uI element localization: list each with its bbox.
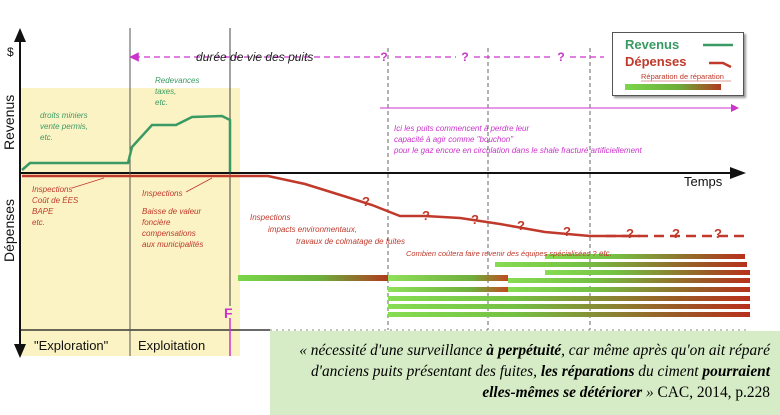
question-mark-life-1: ?	[380, 50, 387, 64]
expense-note-line: impacts environmentaux,	[268, 225, 357, 234]
y-axis-arrow-top	[14, 28, 26, 42]
repair-bar	[388, 296, 750, 301]
quote-emphasis-1: à perpétuité	[486, 342, 562, 359]
quote-text-4: »	[642, 384, 658, 401]
repair-cost-etc: etc.	[599, 249, 612, 258]
leak-note-line: capacité à agir comme "bouchon"	[394, 135, 514, 144]
expense-note-line: BAPE	[32, 207, 54, 216]
revenue-note-line: vente permis,	[40, 122, 88, 131]
quote-citation: CAC, 2014, p.228	[657, 384, 770, 401]
legend-expenses-label: Dépenses	[625, 54, 686, 69]
question-mark-exp-2: ?	[422, 208, 430, 223]
closure-marker: F	[224, 305, 233, 321]
y-axis-lower-label: Dépenses	[1, 199, 17, 262]
repair-bar	[508, 278, 750, 283]
revenue-note-line: etc.	[155, 98, 168, 107]
question-mark-exp-7: ?	[672, 226, 680, 241]
repair-bar	[545, 270, 750, 275]
quote-emphasis-2: les réparations	[540, 363, 635, 380]
expense-curve-base	[22, 174, 640, 238]
phase-exploration-label: "Exploration"	[34, 338, 109, 353]
question-mark-exp-5: ?	[563, 224, 571, 239]
expense-note-line: Coût de ÉES	[32, 196, 79, 205]
question-mark-exp-6: ?	[626, 226, 634, 241]
leak-note-line: Ici les puits commencent à perdre leur	[394, 124, 530, 133]
repair-bar	[388, 287, 508, 292]
legend-revenue-label: Revenus	[625, 37, 679, 52]
quote-box: « nécessité d'une surveillance à perpétu…	[270, 331, 780, 415]
revenue-note-line: Redevances	[155, 76, 199, 85]
question-mark-exp-3: ?	[471, 212, 479, 227]
expense-note-line: Inspections	[250, 213, 290, 222]
legend-graphics: Revenus Dépenses Réparation de réparatio…	[625, 37, 733, 90]
revenue-note-line: droits miniers	[40, 111, 88, 120]
quote-text-3: du ciment	[634, 363, 703, 380]
expense-note-post: Inspections impacts environmentaux, trav…	[250, 213, 405, 246]
expense-note-line: foncière	[142, 218, 171, 227]
quote-text-2: , car même après qu'on ait réparé d'anci…	[310, 342, 770, 380]
leak-note-line: pour le gaz encore en circulation dans l…	[393, 146, 642, 155]
expense-note-line: Baisse de valeur	[142, 207, 201, 216]
expense-pointer-exploitation	[185, 177, 213, 193]
expense-note-line: Inspections	[142, 189, 182, 198]
revenue-note-line: etc.	[40, 133, 53, 142]
expense-note-line: aux municipalités	[142, 240, 203, 249]
expense-note-line: travaux de colmatage de fuites	[296, 237, 405, 246]
quote-text-1: « nécessité d'une surveillance	[299, 342, 487, 359]
x-axis-arrow	[730, 167, 746, 179]
expense-note-exploration: Inspections Coût de ÉES BAPE etc.	[32, 185, 79, 227]
expense-note-line: etc.	[32, 218, 45, 227]
expense-note-exploitation: Inspections Baisse de valeur foncière co…	[142, 189, 203, 249]
legend-repair-label: Réparation de réparation	[641, 72, 724, 81]
question-mark-exp-1: ?	[362, 194, 370, 209]
question-mark-exp-8: ?	[714, 226, 722, 241]
expense-note-line: compensations	[142, 229, 196, 238]
question-mark-life-3: ?	[557, 50, 564, 64]
revenue-note-exploitation: Redevances taxes, etc.	[155, 76, 199, 107]
repair-bar	[388, 304, 750, 309]
phase-exploitation-label: Exploitation	[138, 338, 205, 353]
repair-bar	[495, 262, 747, 267]
repair-bar	[238, 275, 388, 281]
y-axis-upper-label: Revenus	[1, 95, 17, 150]
repair-bar	[545, 254, 745, 259]
repair-cost-question: Combien coûtera faire revenir des équipe…	[406, 249, 597, 258]
revenue-note-line: taxes,	[155, 87, 176, 96]
repair-bar	[388, 312, 750, 317]
expense-note-line: Inspections	[32, 185, 72, 194]
question-mark-life-2: ?	[461, 50, 468, 64]
legend-repair-swatch	[625, 84, 721, 90]
lifetime-label: durée de vie des puits	[196, 50, 313, 64]
revenue-curve	[21, 114, 232, 172]
repair-bars	[238, 254, 750, 317]
legend: Revenus Dépenses Réparation de réparatio…	[612, 32, 744, 96]
y-axis-symbol: $	[7, 45, 14, 59]
quote-emphasis-3: pourraient elles-mêmes se détériorer	[482, 363, 770, 401]
question-mark-exp-4: ?	[517, 218, 525, 233]
x-axis-label: Temps	[684, 174, 723, 189]
revenue-note-exploration: droits miniers vente permis, etc.	[40, 111, 88, 142]
legend-expenses-swatch	[709, 61, 732, 69]
repair-bar	[388, 275, 508, 281]
repair-bar	[508, 287, 750, 292]
leak-note: Ici les puits commencent à perdre leur c…	[393, 124, 642, 155]
y-axis-arrow-bottom	[14, 344, 26, 358]
expense-pointer-exploration	[71, 177, 105, 189]
